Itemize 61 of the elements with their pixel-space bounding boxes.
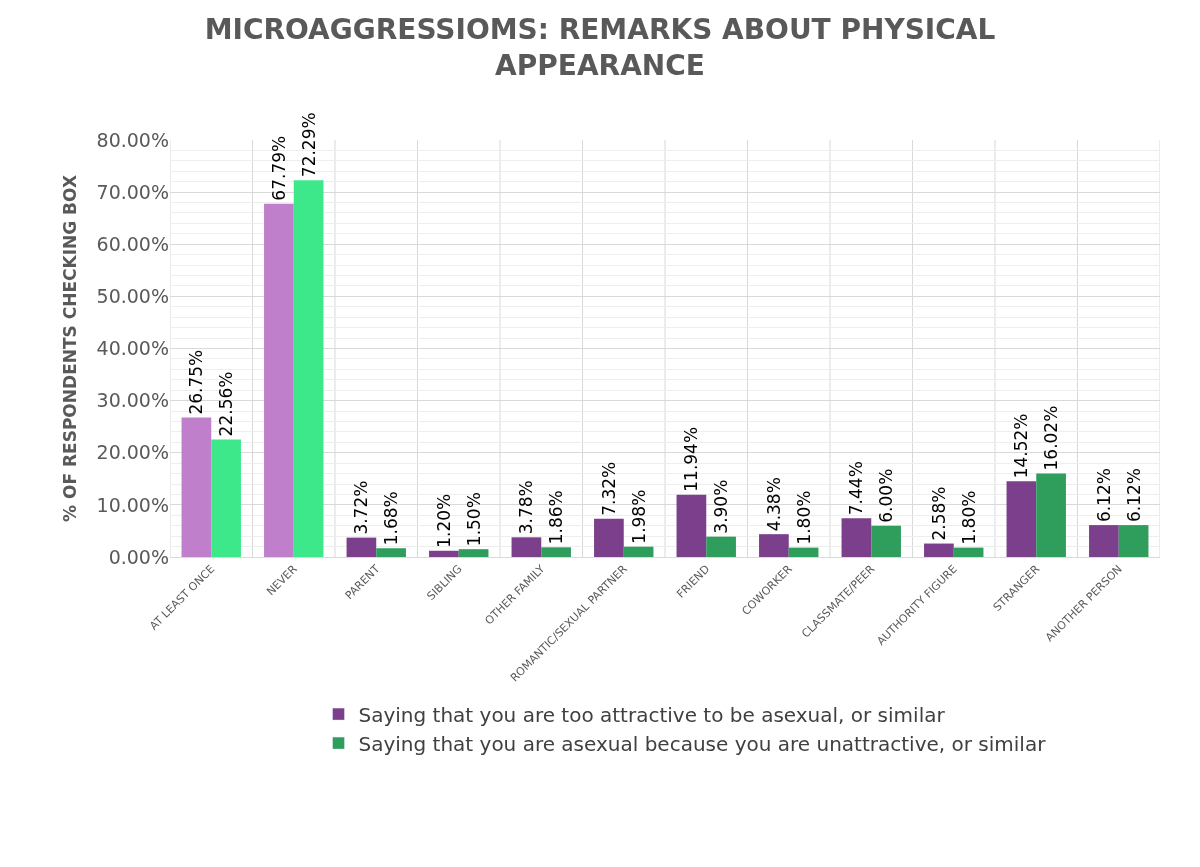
bar <box>788 547 819 557</box>
y-axis-title: % OF RESPONDENTS CHECKING BOX <box>60 174 81 523</box>
bar <box>211 439 241 557</box>
data-label: 1.80% <box>793 490 814 545</box>
legend-label: Saying that you are too attractive to be asexual, or similar <box>358 702 946 727</box>
data-label: 6.12% <box>1123 468 1144 523</box>
data-label: 1.98% <box>628 489 649 544</box>
bar <box>841 518 872 557</box>
bar <box>953 547 984 557</box>
bar <box>429 550 459 557</box>
data-label: 1.20% <box>433 493 454 548</box>
y-tick-label: 80.00% <box>96 128 169 151</box>
y-tick-label: 10.00% <box>96 493 169 516</box>
data-label: 72.29% <box>298 112 319 178</box>
bar <box>1089 525 1119 557</box>
bar <box>376 548 406 557</box>
data-label: 6.12% <box>1093 468 1114 523</box>
bar <box>623 546 654 557</box>
data-label: 3.90% <box>711 479 732 534</box>
bar <box>181 417 212 557</box>
data-label: 16.02% <box>1041 405 1062 471</box>
legend-label: Saying that you are asexual because you are unattractive, or similar <box>358 731 1047 756</box>
y-tick-label: 40.00% <box>96 337 169 360</box>
data-label: 1.50% <box>463 492 484 547</box>
bar <box>541 547 571 557</box>
bar <box>1036 473 1066 557</box>
data-label: 3.72% <box>351 480 372 535</box>
data-label: 1.86% <box>546 490 567 545</box>
bar <box>346 537 377 557</box>
data-label: 1.68% <box>381 491 402 546</box>
bar <box>924 543 954 557</box>
data-label: 7.32% <box>598 461 619 516</box>
data-label: 2.58% <box>928 486 949 541</box>
y-tick-label: 70.00% <box>96 180 169 203</box>
bar <box>676 494 707 557</box>
bar <box>871 525 901 557</box>
bar <box>759 534 789 557</box>
data-label: 67.79% <box>268 135 289 201</box>
data-label: 14.52% <box>1011 413 1032 479</box>
data-label: 3.78% <box>516 480 537 535</box>
data-label: 26.75% <box>186 349 207 415</box>
data-label: 4.38% <box>763 477 784 532</box>
chart-title: MICROAGGRESSIOMS: REMARKS ABOUT PHYSICAL APPEARANCE <box>204 13 996 83</box>
data-label: 1.80% <box>958 490 979 545</box>
y-tick-label: 50.00% <box>96 285 169 308</box>
data-label: 7.44% <box>846 461 867 516</box>
bar <box>293 180 324 557</box>
bar <box>1006 481 1037 557</box>
bar <box>706 536 736 557</box>
data-label: 22.56% <box>216 371 237 437</box>
y-tick-label: 20.00% <box>96 441 169 464</box>
bar <box>594 518 624 557</box>
data-label: 11.94% <box>681 426 702 492</box>
bar <box>511 537 542 557</box>
bar <box>1118 525 1149 557</box>
bar <box>264 203 294 557</box>
bar <box>458 549 489 557</box>
y-tick-label: 0.00% <box>108 545 169 568</box>
y-tick-label: 30.00% <box>96 389 169 412</box>
y-tick-label: 60.00% <box>96 232 169 255</box>
data-label: 6.00% <box>876 468 897 523</box>
